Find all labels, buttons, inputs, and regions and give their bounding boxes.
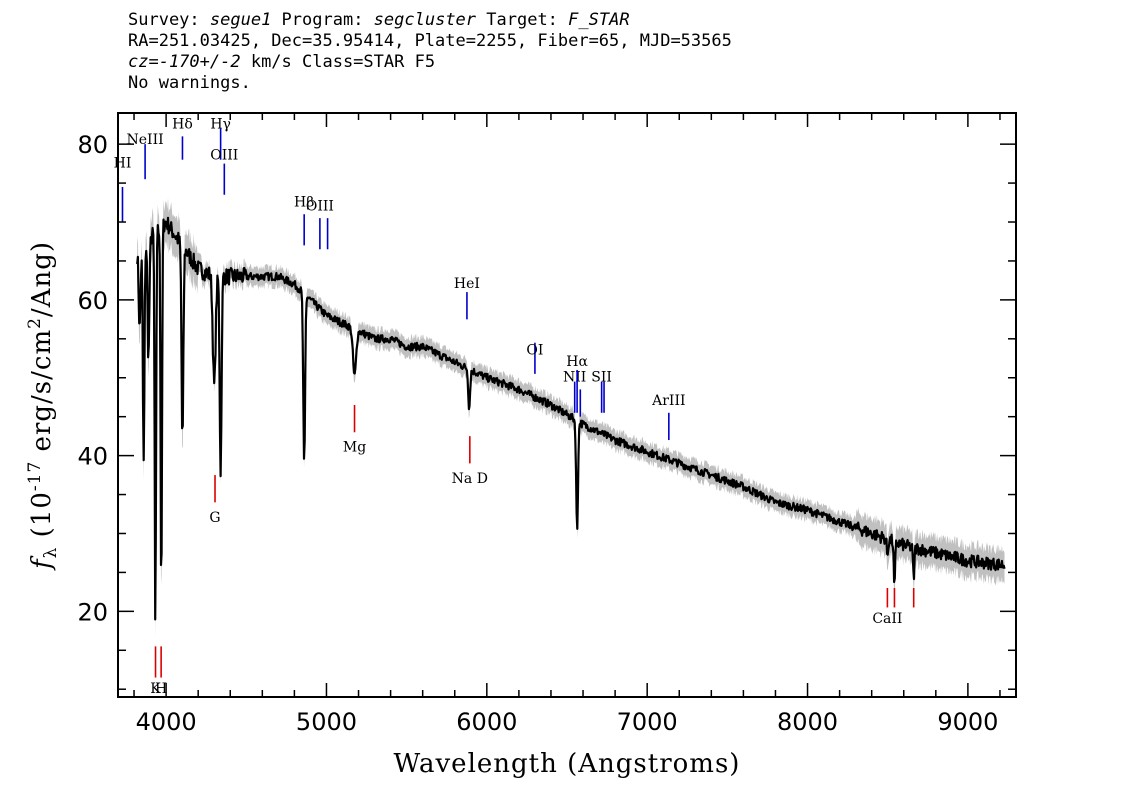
absorption-line-label-3: Mg [343, 440, 366, 456]
emission-line-label-10: NII [563, 370, 586, 386]
emission-line-label-2: Hδ [172, 117, 193, 133]
survey-label: Survey: [128, 10, 210, 30]
redshift-value: cz=-170+/-2 [128, 52, 241, 72]
absorption-line-label-2: G [209, 510, 220, 526]
program-value: segcluster [373, 10, 477, 30]
y-axis-title: fλ (10-17 erg/s/cm2/Ang) [25, 241, 61, 571]
emission-line-label-1: NeIII [127, 132, 164, 148]
spectrum-header: Survey: segue1 Program: segcluster Targe… [128, 10, 732, 94]
axis-ticks-layer: 4000 5000 6000 7000 8000 9000 20 40 60 80 [77, 113, 1016, 736]
x-tick-label: 5000 [296, 708, 357, 736]
emission-line-label-13: SII [591, 370, 612, 386]
header-line-survey: Survey: segue1 Program: segcluster Targe… [128, 10, 732, 31]
class-value: km/s Class=STAR F5 [240, 52, 436, 72]
header-line-redshift: cz=-170+/-2 km/s Class=STAR F5 [128, 52, 732, 73]
header-line-warnings: No warnings. [128, 73, 251, 93]
x-tick-label: 8000 [777, 708, 838, 736]
y-tick-label: 40 [77, 443, 108, 471]
emission-line-label-3: Hγ [210, 117, 231, 133]
emission-line-label-9: OI [526, 342, 543, 358]
emission-line-label-6: OIII [306, 198, 334, 214]
emission-line-label-11: Hα [566, 354, 588, 370]
header-line-coordinates: RA=251.03425, Dec=35.95414, Plate=2255, … [128, 31, 732, 51]
y-tick-label: 80 [77, 131, 108, 159]
x-tick-label: 9000 [937, 708, 998, 736]
plot-frame [117, 112, 1017, 698]
absorption-line-label-1: H [155, 681, 167, 697]
emission-line-label-4: OIII [210, 148, 238, 164]
emission-line-label-5: Hβ [294, 194, 314, 210]
survey-value: segue1 [209, 10, 272, 30]
y-tick-label: 20 [77, 598, 108, 626]
flux-series [136, 216, 1006, 621]
absorption-line-label-4: Na D [452, 471, 488, 487]
x-axis-title: Wavelength (Angstroms) [394, 749, 741, 779]
emission-line-label-0: HI [114, 156, 132, 172]
target-label: Target: [476, 10, 569, 30]
flux-layer [136, 216, 1006, 621]
target-value: F_STAR [568, 10, 630, 30]
absorption-line-label-5: CaII [872, 611, 902, 627]
absorption-line-label-0: K [150, 681, 161, 697]
x-tick-label: 6000 [456, 708, 517, 736]
y-tick-label: 60 [77, 287, 108, 315]
emission-line-label-8: HeI [454, 276, 480, 292]
x-tick-label: 7000 [617, 708, 678, 736]
emission-line-label-15: ArIII [651, 393, 685, 409]
x-tick-label: 4000 [136, 708, 197, 736]
program-label: Program: [271, 10, 374, 30]
